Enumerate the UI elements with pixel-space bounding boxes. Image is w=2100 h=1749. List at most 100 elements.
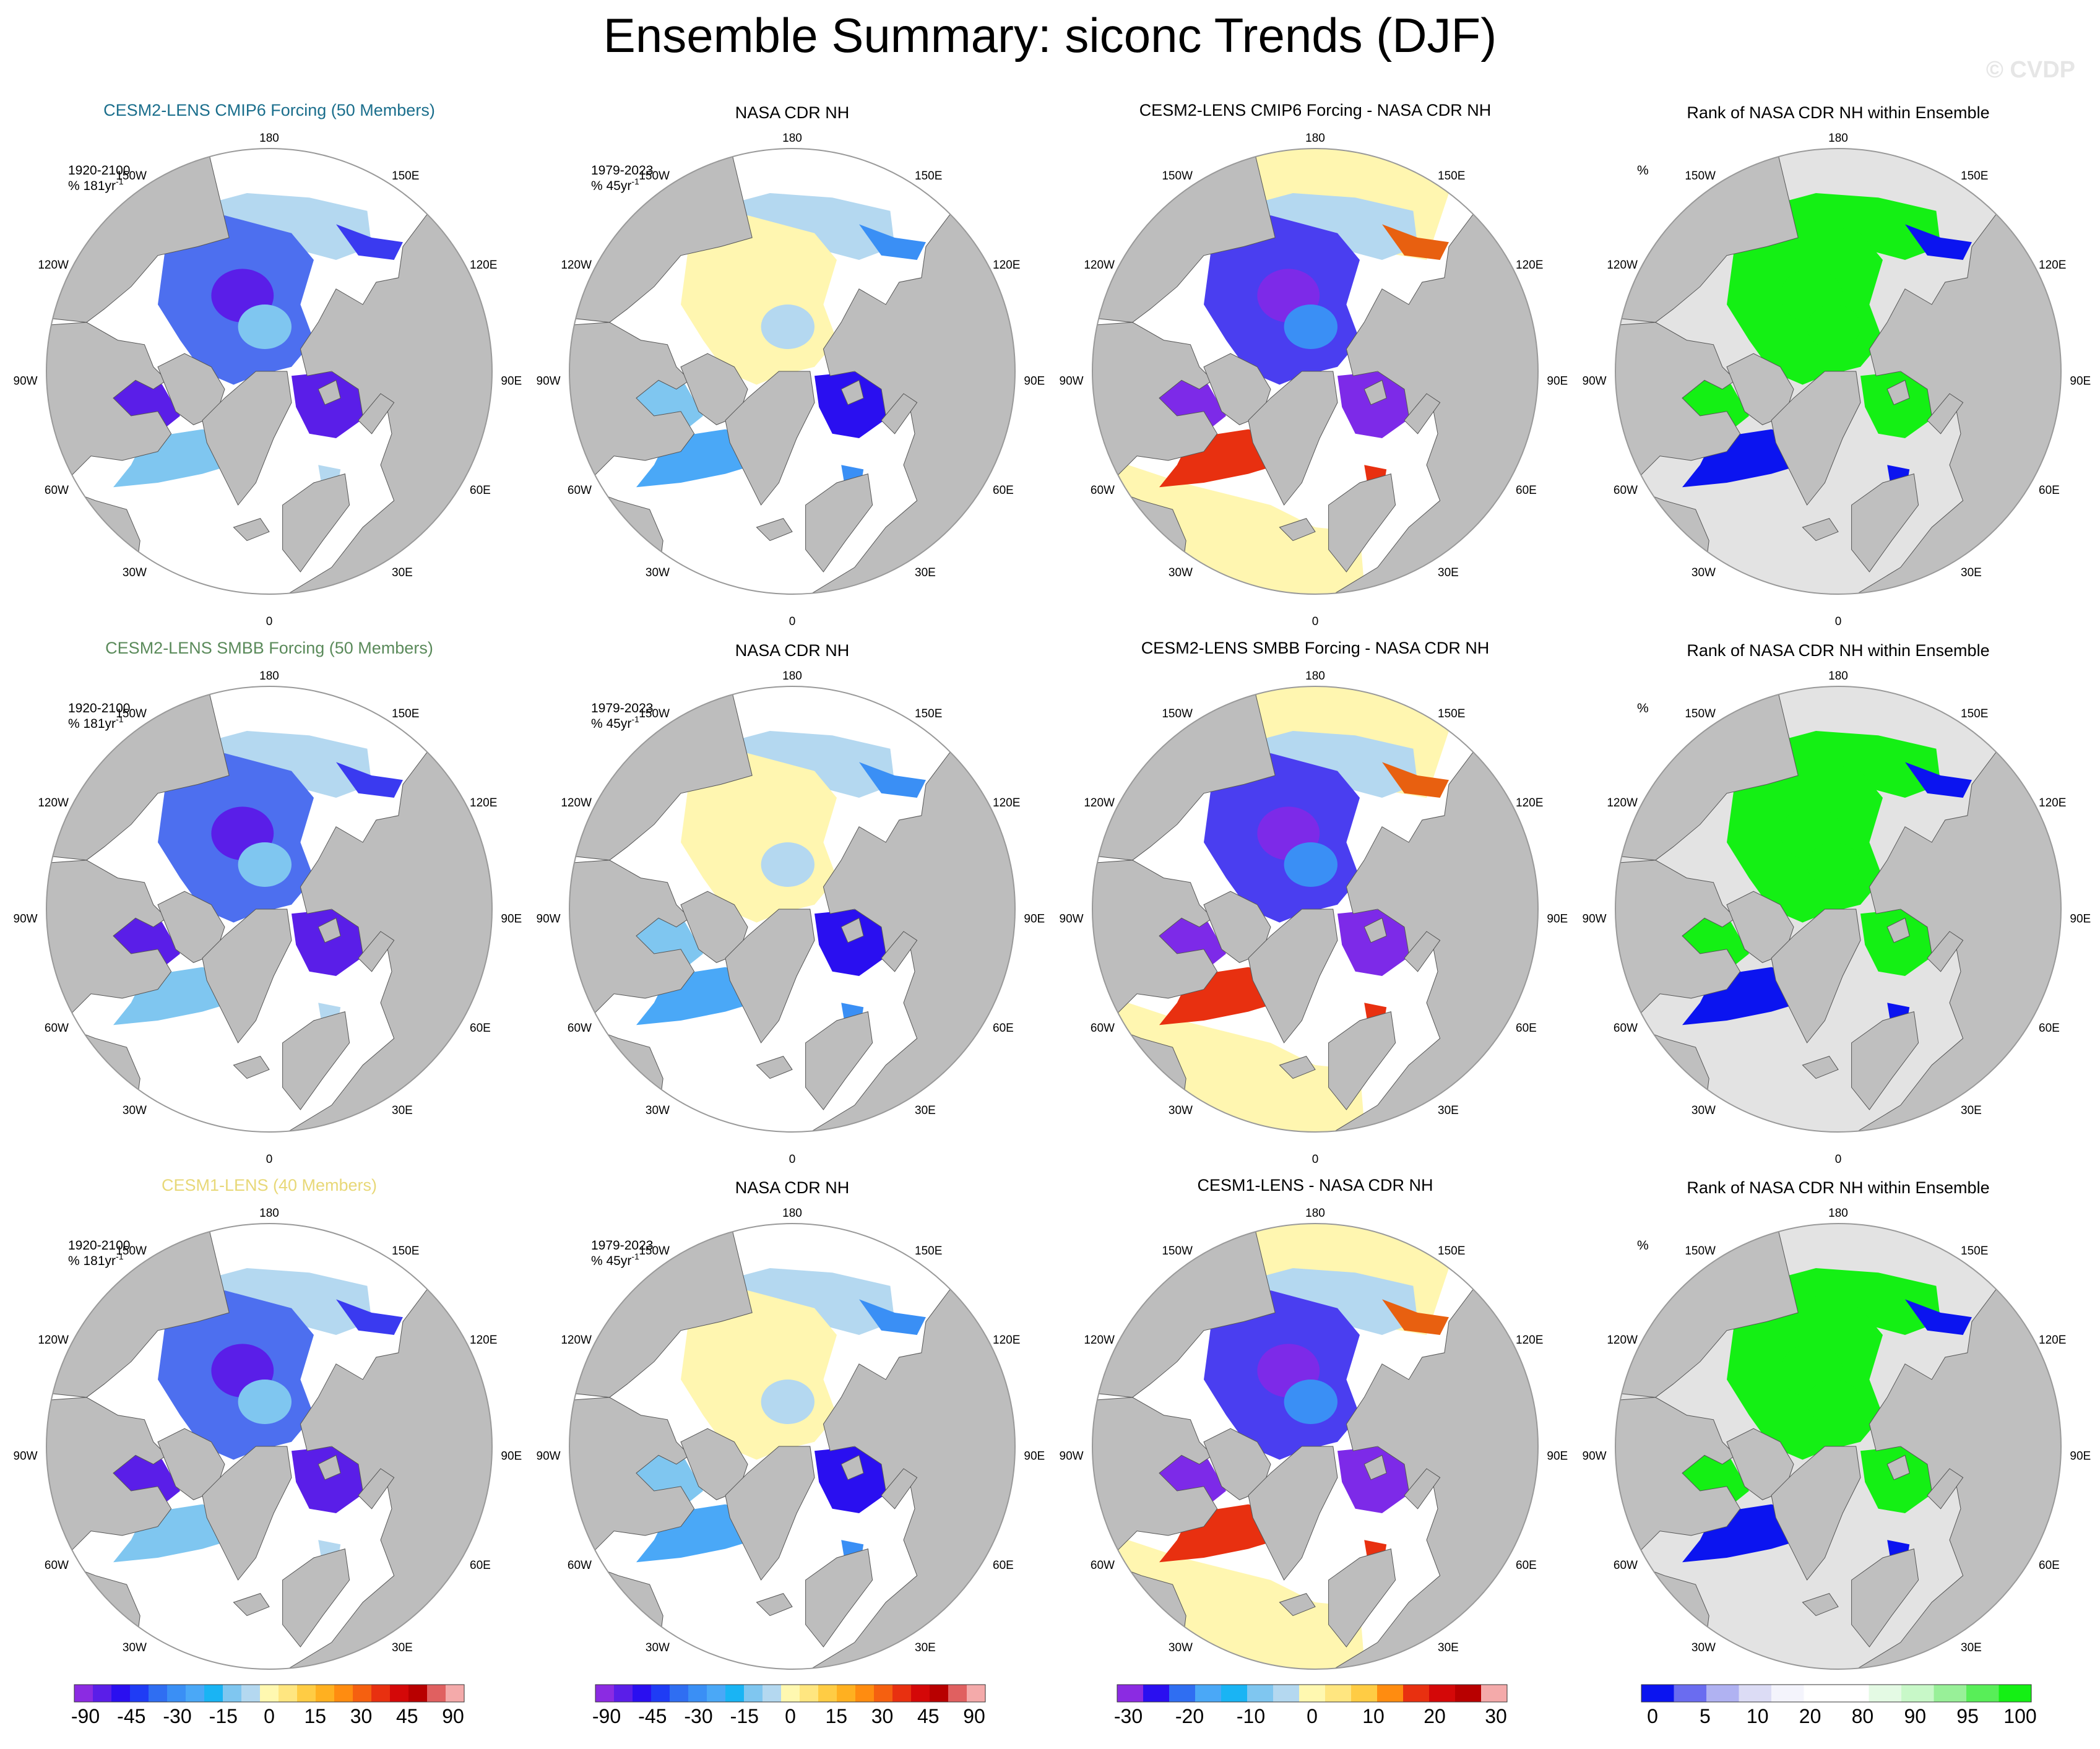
longitude-label: 180 [782,1207,802,1220]
sea-ice-core [238,304,292,349]
land-mass [282,473,350,572]
longitude-label: 30W [123,1104,147,1117]
longitude-label: 60W [1091,484,1115,497]
longitude-label: 30W [1692,566,1716,579]
land-mass [1838,210,2061,594]
longitude-label: 30W [123,1641,147,1654]
longitude-label: 0 [1312,1690,1319,1703]
panel-title-r1-c3: CESM2-LENS CMIP6 Forcing - NASA CDR NH [1139,101,1492,119]
land-mass [1315,748,1538,1132]
map-panel: 180 0 150W 150E 120W 120E 90W 90E 60W 60E 30W 30E% [1583,1207,2091,1703]
land-mass [840,917,864,943]
land-mass [1851,1011,1919,1110]
land-mass [792,210,1015,594]
land-mass [805,473,873,572]
sea-ice-field [1337,1446,1414,1513]
longitude-label: 60W [1091,1022,1115,1035]
longitude-label: 60E [993,484,1014,497]
longitude-label: 30E [392,1104,413,1117]
longitude-label: 150W [116,707,147,720]
land-mass [840,1454,864,1480]
sea-ice-core [238,842,292,887]
longitude-label: 150W [639,707,670,720]
land-mass [1927,1468,1964,1509]
panel-title-r3-c4: Rank of NASA CDR NH within Ensemble [1687,1178,1990,1197]
map-boundary [569,1223,1016,1670]
longitude-label: 0 [789,615,796,628]
longitude-label: 30W [123,566,147,579]
longitude-label: 60W [45,1559,69,1572]
longitude-label: 0 [1312,615,1319,628]
land-mass [233,1056,270,1079]
sea-ice-core [1284,304,1337,349]
longitude-label: 60W [568,1559,592,1572]
longitude-label: 30W [646,1104,670,1117]
longitude-label: 120E [470,1334,497,1347]
longitude-label: 120E [993,259,1020,272]
longitude-label: 30E [915,1104,936,1117]
longitude-label: 150E [1438,707,1465,720]
panel-period-note: 1920-2100 [68,701,130,715]
map-panel: 180 0 150W 150E 120W 120E 90W 90E 60W 60E 30W 30E 19… [537,670,1045,1166]
longitude-label: 90W [537,374,561,387]
land-mass [756,1056,793,1079]
land-mass [1802,518,1839,542]
longitude-label: 60W [45,1022,69,1035]
panel-units-note: % 45yr-1 [591,1251,639,1268]
panel-title-r1-c2: NASA CDR NH [735,103,850,122]
panel-period-note: % [1637,701,1649,715]
land-mass [1771,1446,1861,1581]
longitude-label: 0 [1835,1153,1842,1166]
longitude-label: 120W [1084,259,1115,272]
land-mass [805,1548,873,1648]
land-mass [202,909,292,1043]
longitude-label: 30E [915,1641,936,1654]
sea-ice-field [336,762,403,798]
longitude-label: 60W [45,484,69,497]
panel-units-note: % 45yr-1 [591,714,639,731]
longitude-label: 90W [537,1449,561,1462]
longitude-label: 150W [1162,707,1193,720]
panel-title-r2-c2: NASA CDR NH [735,641,850,660]
longitude-label: 60E [2039,1559,2060,1572]
land-mass [1363,917,1387,943]
longitude-label: 150E [1961,707,1988,720]
longitude-label: 60E [470,1022,491,1035]
longitude-label: 150W [639,170,670,183]
longitude-label: 150W [1685,1245,1716,1258]
longitude-label: 90E [1024,912,1045,925]
longitude-label: 120W [561,1334,592,1347]
map-boundary [1615,148,2062,595]
land-mass [358,1468,395,1509]
sea-ice-core [1807,1380,1860,1424]
longitude-label: 180 [782,132,802,145]
map-panel: 180 0 150W 150E 120W 120E 90W 90E 60W 60E 30W 30E 19… [537,1207,1045,1703]
sea-ice-field [1860,909,1937,976]
longitude-label: 120E [470,259,497,272]
longitude-label: 150E [1438,170,1465,183]
sea-ice-field [1905,1299,1972,1335]
longitude-label: 90W [1583,374,1607,387]
longitude-label: 30E [1438,1641,1459,1654]
map-panel: 180 0 150W 150E 120W 120E 90W 90E 60W 60E 30W 30E 19… [14,132,522,628]
longitude-label: 90E [2070,912,2091,925]
land-mass [202,1446,292,1581]
longitude-label: 60W [1614,1022,1638,1035]
land-mass [1404,393,1441,434]
sea-ice-core [1807,304,1860,349]
longitude-label: 30W [1169,1641,1193,1654]
longitude-label: 60E [1516,1022,1537,1035]
sea-ice-field [1382,1299,1449,1335]
longitude-label: 180 [782,670,802,683]
land-mass [269,1285,492,1669]
land-mass [1886,1454,1910,1480]
land-mass [1886,917,1910,943]
sea-ice-core [761,304,815,349]
sea-ice-field [859,762,926,798]
longitude-label: 90W [14,374,38,387]
longitude-label: 0 [266,1690,273,1703]
panel-units-note: % 181yr-1 [68,1251,124,1268]
land-mass [282,1011,350,1110]
longitude-label: 30E [392,1641,413,1654]
